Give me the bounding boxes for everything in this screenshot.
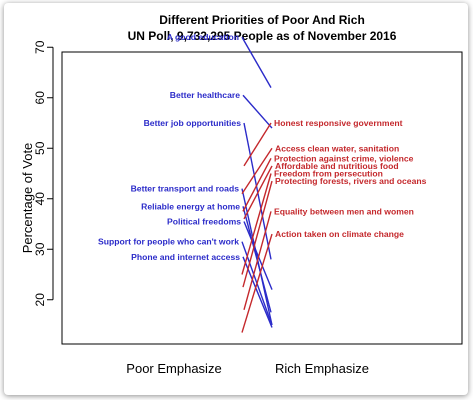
series-line	[242, 94, 273, 129]
series-label: Freedom from persecution	[274, 169, 383, 179]
y-tick-label: 40	[33, 192, 47, 206]
series-line	[242, 158, 272, 212]
series-labels: A good education Better healthcare Better …	[98, 32, 427, 262]
series-label: Phone and internet access	[131, 252, 240, 262]
chart-frame	[4, 3, 468, 395]
series-line	[243, 165, 273, 220]
series-line	[243, 211, 272, 311]
y-tick-label: 60	[33, 91, 47, 105]
series-label: Action taken on climate change	[275, 229, 404, 239]
y-tick-label: 50	[33, 141, 47, 155]
series-label: Access clean water, sanitation	[275, 143, 399, 153]
y-axis: 20 30 40 50 60 70	[33, 40, 54, 307]
y-tick-label: 20	[33, 293, 47, 307]
y-tick-label: 70	[33, 40, 47, 54]
series-line	[241, 36, 272, 88]
series-line	[242, 206, 272, 313]
chart-subtitle: UN Poll, 9,732,295 People as of November…	[128, 29, 397, 43]
series-line	[241, 173, 272, 275]
series-label: Better job opportunities	[144, 118, 242, 128]
x-category-label: Poor Emphasize	[126, 361, 221, 376]
series-label: Reliable energy at home	[141, 201, 240, 211]
series-label: Support for people who can't work	[98, 237, 239, 247]
series-label: A good education	[167, 32, 239, 42]
series-label: Better transport and roads	[131, 184, 240, 194]
series-label: Equality between men and women	[274, 206, 414, 216]
series-line	[243, 122, 272, 260]
x-axis-categories: Poor Emphasize Rich Emphasize	[126, 361, 369, 376]
series-lines	[241, 36, 273, 333]
series-line	[241, 233, 273, 333]
series-label: Honest responsive government	[274, 118, 403, 128]
series-label: Political freedoms	[167, 216, 241, 226]
x-category-label: Rich Emphasize	[275, 361, 369, 376]
series-line	[242, 180, 273, 288]
chart-title: Different Priorities of Poor And Rich	[159, 13, 365, 27]
series-line	[243, 122, 272, 167]
series-line	[243, 221, 273, 290]
series-line	[241, 147, 273, 195]
series-label: Protecting forests, rivers and oceans	[275, 176, 427, 186]
series-label: Protection against crime, violence	[274, 153, 414, 163]
y-tick-label: 30	[33, 242, 47, 256]
y-axis-label: Percentage of Vote	[20, 143, 35, 254]
plot-border	[61, 51, 463, 345]
series-label: Better healthcare	[170, 90, 240, 100]
series-label: Affordable and nutritious food	[275, 161, 399, 171]
